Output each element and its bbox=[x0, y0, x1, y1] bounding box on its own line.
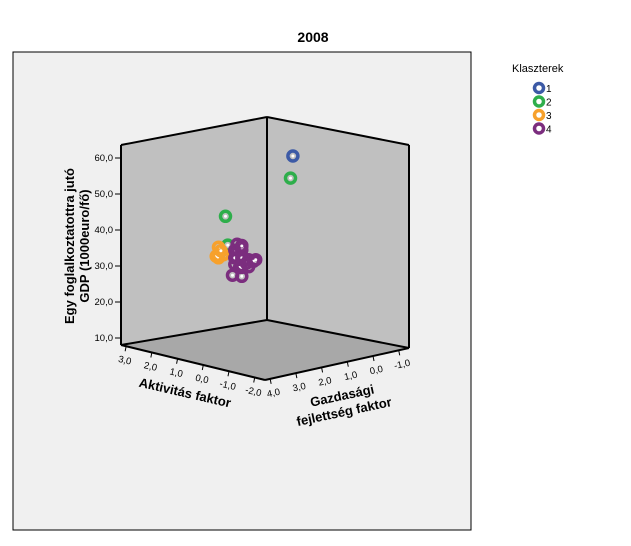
x-tick-label: -1,0 bbox=[218, 379, 236, 393]
legend-marker-1 bbox=[532, 81, 546, 95]
point-cluster-2 bbox=[283, 171, 298, 185]
x-tick-label: 3,0 bbox=[117, 354, 132, 368]
legend-marker-center bbox=[537, 100, 541, 103]
point-cluster-4 bbox=[235, 239, 249, 253]
x-tick-mark bbox=[150, 352, 153, 358]
point-cluster-1 bbox=[286, 149, 300, 163]
y-tick-label: 3,0 bbox=[292, 381, 307, 395]
back-right-wall bbox=[267, 117, 409, 348]
point-center bbox=[240, 274, 244, 278]
x-tick-mark bbox=[124, 346, 127, 352]
legend-label-1: 1 bbox=[546, 84, 552, 95]
point-center bbox=[289, 176, 292, 180]
legend-label-4: 4 bbox=[546, 125, 552, 136]
legend-marker-4 bbox=[532, 122, 546, 135]
y-tick-label: -1,0 bbox=[393, 358, 411, 372]
point-center bbox=[231, 273, 234, 277]
legend-marker-2 bbox=[532, 95, 546, 108]
y-tick-mark bbox=[321, 367, 324, 373]
point-cluster-3 bbox=[214, 244, 228, 258]
point-center bbox=[291, 154, 295, 158]
y-tick-mark bbox=[398, 350, 401, 356]
x-tick-label: -2,0 bbox=[244, 385, 262, 399]
y-tick-mark bbox=[346, 361, 349, 367]
x-tick-label: 2,0 bbox=[143, 360, 158, 374]
point-center bbox=[224, 214, 227, 218]
z-tick-label: 30,0 bbox=[95, 261, 114, 272]
z-axis-ticks: 10,0 20,0 30,0 40,0 50,0 60,0 bbox=[95, 153, 121, 344]
z-axis-title-line2: GDP (1000euro/fő) bbox=[77, 189, 92, 302]
z-tick-label: 50,0 bbox=[95, 189, 114, 200]
z-tick-label: 40,0 bbox=[95, 225, 114, 236]
point-center bbox=[219, 249, 223, 253]
y-tick-mark bbox=[269, 378, 272, 384]
legend-marker-center bbox=[537, 113, 541, 117]
chart-title: 2008 bbox=[297, 29, 328, 45]
z-tick-label: 20,0 bbox=[95, 297, 114, 308]
y-tick-label: 4,0 bbox=[266, 387, 281, 401]
y-tick-label: 1,0 bbox=[343, 370, 358, 384]
point-center bbox=[240, 244, 244, 248]
legend-label-2: 2 bbox=[546, 98, 552, 109]
z-tick-label: 60,0 bbox=[95, 153, 114, 164]
point-cluster-4 bbox=[228, 251, 242, 265]
point-cluster-4 bbox=[248, 252, 263, 267]
back-left-wall bbox=[121, 117, 267, 345]
y-tick-mark bbox=[372, 355, 375, 362]
y-tick-mark bbox=[295, 373, 298, 379]
legend-marker-center bbox=[537, 127, 541, 130]
x-tick-mark bbox=[253, 377, 256, 383]
y-axis-ticks: 4,0 3,0 2,0 1,0 0,0 -1,0 bbox=[266, 350, 411, 400]
x-tick-mark bbox=[201, 364, 204, 371]
point-center bbox=[254, 258, 258, 262]
legend-marker-center bbox=[537, 86, 541, 90]
y-tick-label: 0,0 bbox=[369, 364, 384, 378]
x-tick-label: 1,0 bbox=[168, 366, 183, 380]
z-tick-label: 10,0 bbox=[95, 333, 114, 344]
legend: Klaszterek 1 2 3 4 bbox=[512, 63, 564, 136]
z-axis-title-line1: Egy foglalkoztatottra jutó bbox=[62, 168, 77, 324]
x-tick-mark bbox=[176, 358, 179, 364]
x-tick-label: 0,0 bbox=[194, 373, 209, 387]
point-center bbox=[226, 243, 230, 247]
y-tick-label: 2,0 bbox=[317, 375, 332, 389]
point-cluster-2 bbox=[218, 209, 233, 224]
x-tick-mark bbox=[227, 371, 230, 377]
legend-label-3: 3 bbox=[546, 111, 552, 122]
legend-title: Klaszterek bbox=[512, 63, 564, 75]
floor bbox=[121, 320, 409, 380]
data-points bbox=[209, 149, 300, 284]
legend-marker-3 bbox=[532, 108, 546, 122]
box-edges bbox=[120, 116, 410, 381]
x-axis-ticks: 3,0 2,0 1,0 0,0 -1,0 -2,0 bbox=[117, 346, 262, 399]
